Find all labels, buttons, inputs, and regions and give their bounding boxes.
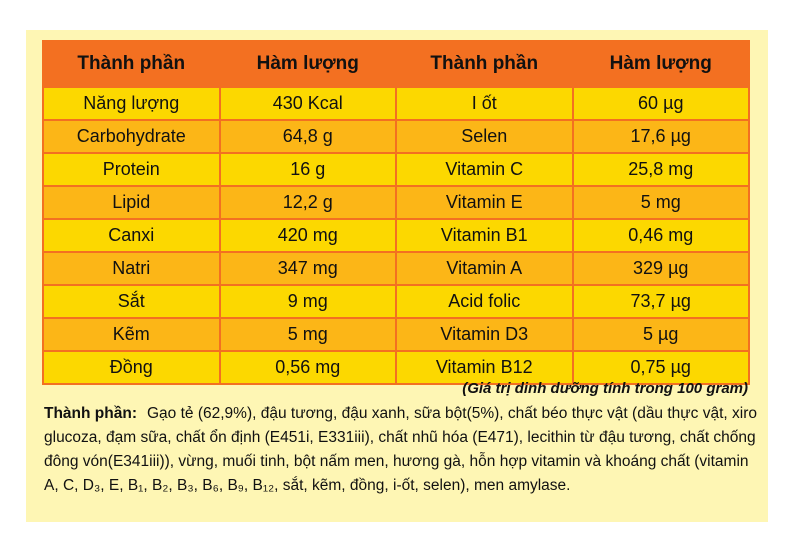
amount-cell: 0,46 mg (571, 218, 750, 253)
amount-cell: 420 mg (218, 218, 397, 253)
ingredient-cell: Vitamin B1 (395, 218, 574, 253)
ingredient-cell: Vitamin C (395, 152, 574, 187)
table-row: Sắt 9 mg Acid folic 73,7 µg (42, 284, 750, 319)
header-ingredient: Thành phần (395, 40, 574, 88)
ingredient-cell: Canxi (42, 218, 221, 253)
ingredient-cell: Natri (42, 251, 221, 286)
per-100g-note: (Giá trị dinh dưỡng tính trong 100 gram) (462, 380, 748, 397)
ingredient-cell: Protein (42, 152, 221, 187)
ingredients-text: Thành phần: Gạo tẻ (62,9%), đậu tương, đậ… (44, 402, 760, 498)
header-amount: Hàm lượng (218, 40, 397, 88)
amount-cell: 60 µg (571, 86, 750, 121)
table-row: Natri 347 mg Vitamin A 329 µg (42, 251, 750, 286)
amount-cell: 0,75 µg (571, 350, 750, 385)
table-header: Thành phần Hàm lượng Thành phần Hàm lượn… (42, 40, 750, 88)
header-ingredient: Thành phần (42, 40, 221, 88)
amount-cell: 16 g (218, 152, 397, 187)
amount-cell: 17,6 µg (571, 119, 750, 154)
ingredient-cell: Selen (395, 119, 574, 154)
amount-cell: 25,8 mg (571, 152, 750, 187)
amount-cell: 73,7 µg (571, 284, 750, 319)
amount-cell: 347 mg (218, 251, 397, 286)
amount-cell: 329 µg (571, 251, 750, 286)
amount-cell: 0,56 mg (218, 350, 397, 385)
table-row: Kẽm 5 mg Vitamin D3 5 µg (42, 317, 750, 352)
amount-cell: 430 Kcal (218, 86, 397, 121)
table-row: Carbohydrate 64,8 g Selen 17,6 µg (42, 119, 750, 154)
table-row: Đồng 0,56 mg Vitamin B12 0,75 µg (42, 350, 750, 385)
ingredient-cell: Vitamin E (395, 185, 574, 220)
ingredient-cell: I ốt (395, 86, 574, 121)
ingredient-cell: Đồng (42, 350, 221, 385)
ingredient-cell: Lipid (42, 185, 221, 220)
table-row: Protein 16 g Vitamin C 25,8 mg (42, 152, 750, 187)
ingredient-cell: Vitamin B12 (395, 350, 574, 385)
header-amount: Hàm lượng (571, 40, 750, 88)
ingredient-cell: Vitamin A (395, 251, 574, 286)
amount-cell: 12,2 g (218, 185, 397, 220)
amount-cell: 9 mg (218, 284, 397, 319)
amount-cell: 5 mg (218, 317, 397, 352)
amount-cell: 64,8 g (218, 119, 397, 154)
ingredient-cell: Carbohydrate (42, 119, 221, 154)
ingredients-list: Gạo tẻ (62,9%), đậu tương, đậu xanh, sữa… (44, 405, 757, 494)
amount-cell: 5 µg (571, 317, 750, 352)
ingredient-cell: Kẽm (42, 317, 221, 352)
table-row: Năng lượng 430 Kcal I ốt 60 µg (42, 86, 750, 121)
table-row: Canxi 420 mg Vitamin B1 0,46 mg (42, 218, 750, 253)
ingredient-cell: Acid folic (395, 284, 574, 319)
ingredient-cell: Sắt (42, 284, 221, 319)
amount-cell: 5 mg (571, 185, 750, 220)
nutrition-table: Thành phần Hàm lượng Thành phần Hàm lượn… (42, 40, 750, 385)
ingredient-cell: Năng lượng (42, 86, 221, 121)
ingredient-cell: Vitamin D3 (395, 317, 574, 352)
ingredients-label: Thành phần: (44, 405, 137, 422)
